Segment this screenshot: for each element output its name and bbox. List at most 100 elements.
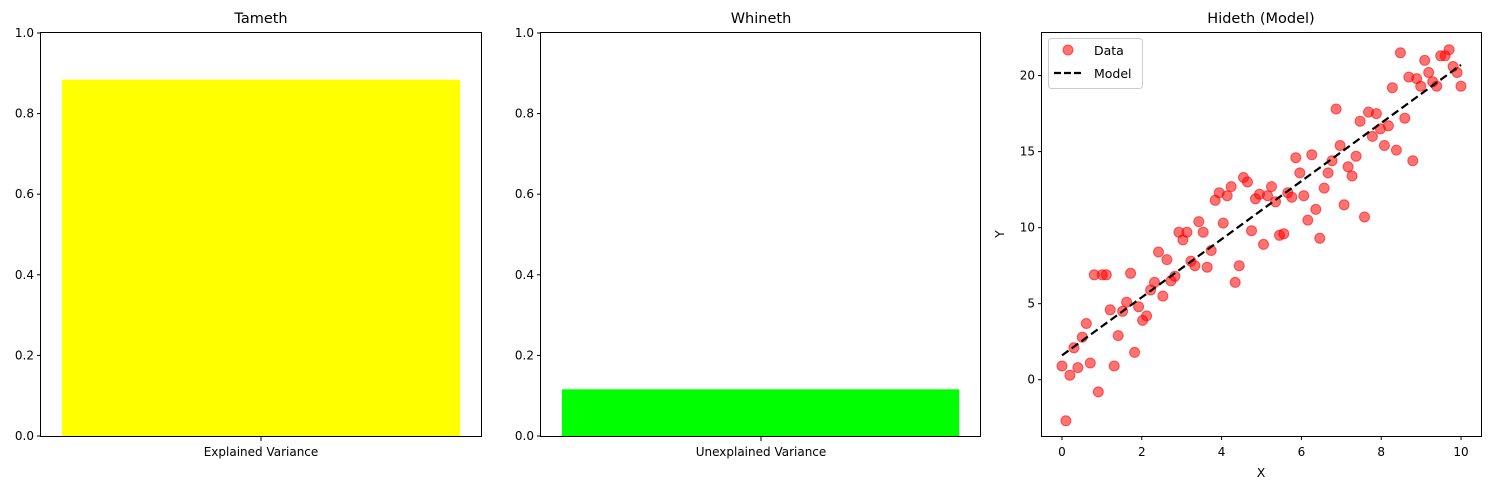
data-point xyxy=(1407,155,1419,167)
y-axis-label: Y xyxy=(992,230,1007,239)
data-point xyxy=(1306,149,1318,161)
legend-marker-data xyxy=(1062,44,1074,56)
x-tick-label: Unexplained Variance xyxy=(696,445,827,459)
data-point xyxy=(1322,167,1334,179)
data-point xyxy=(1242,176,1253,188)
y-tick-label: 0.8 xyxy=(15,107,34,121)
data-point xyxy=(1072,362,1084,374)
data-point xyxy=(1197,226,1209,238)
data-point xyxy=(1370,108,1382,120)
data-point xyxy=(1100,269,1112,281)
y-axis: 0.0 0.2 0.4 0.6 0.8 1.0 xyxy=(15,26,41,443)
y-tick-label: 0.6 xyxy=(15,187,34,201)
y-axis: 0 5 10 15 20 xyxy=(1020,69,1042,387)
data-point xyxy=(1141,310,1153,322)
x-tick-label: 4 xyxy=(1218,445,1226,459)
model-line xyxy=(1061,64,1462,357)
data-point xyxy=(1193,216,1205,228)
data-point xyxy=(1390,144,1402,156)
data-point xyxy=(1330,103,1342,115)
data-point xyxy=(1060,415,1072,427)
data-point xyxy=(1153,246,1164,258)
data-point xyxy=(1314,232,1326,244)
data-point xyxy=(1161,254,1173,266)
legend-label-model: Model xyxy=(1094,66,1132,81)
axes-frame xyxy=(1041,32,1482,437)
data-point xyxy=(1350,150,1362,162)
data-point xyxy=(1104,304,1116,316)
data-point xyxy=(1338,199,1350,211)
data-point xyxy=(1310,203,1322,215)
data-point xyxy=(1157,290,1169,302)
chart-panel-whineth: 0.00.20.40.60.81.0 Unexplained Variance … xyxy=(515,11,981,459)
bar xyxy=(561,389,960,436)
y-axis: 0.0 0.2 0.4 0.6 0.8 1.0 xyxy=(515,26,541,443)
chart-title: Tameth xyxy=(233,11,287,27)
y-tick-label: 0.0 xyxy=(515,429,534,443)
y-tick-label: 0.8 xyxy=(515,107,534,121)
data-point xyxy=(1056,360,1068,372)
x-tick-label: 2 xyxy=(1138,445,1146,459)
data-point xyxy=(1290,152,1302,164)
data-point xyxy=(1286,191,1298,203)
data-point xyxy=(1359,211,1370,223)
data-point xyxy=(1419,54,1431,66)
data-point xyxy=(1415,80,1427,92)
data-point xyxy=(1318,182,1330,194)
data-point xyxy=(1266,181,1277,193)
data-point xyxy=(1181,226,1193,238)
bar xyxy=(61,79,461,436)
axes-frame xyxy=(40,32,482,437)
data-point xyxy=(1201,261,1213,273)
data-point xyxy=(1112,330,1124,342)
data-point xyxy=(1133,301,1145,313)
x-tick-label: 10 xyxy=(1453,445,1468,459)
y-tick-label: 20 xyxy=(1020,69,1035,83)
x-tick-label: 6 xyxy=(1298,445,1306,459)
x-axis: Unexplained Variance xyxy=(696,437,827,459)
data-point xyxy=(1334,140,1346,151)
scatter-plot-area xyxy=(1056,44,1467,427)
data-point xyxy=(1302,214,1314,226)
y-tick-label: 0.0 xyxy=(15,429,34,443)
x-tick-label: 0 xyxy=(1058,445,1066,459)
chart-title: Whineth xyxy=(731,11,792,27)
data-point xyxy=(1221,190,1233,202)
y-tick-label: 0.6 xyxy=(515,187,534,201)
data-point xyxy=(1342,161,1354,173)
y-tick-label: 0.4 xyxy=(515,268,534,282)
legend-label-data: Data xyxy=(1094,43,1124,58)
data-point xyxy=(1262,190,1273,202)
data-point xyxy=(1080,318,1092,329)
x-tick-label: 8 xyxy=(1377,445,1385,459)
data-point xyxy=(1064,369,1076,381)
data-point xyxy=(1108,360,1120,372)
data-point xyxy=(1386,82,1398,94)
y-tick-label: 1.0 xyxy=(15,26,34,40)
chart-title: Hideth (Model) xyxy=(1207,11,1314,27)
bar-plot-area xyxy=(561,389,960,436)
data-point xyxy=(1149,276,1160,288)
data-point xyxy=(1378,140,1390,151)
y-tick-label: 5 xyxy=(1027,297,1035,311)
x-axis: 0 2 4 6 8 10 xyxy=(1058,436,1469,459)
chart-panel-tameth: 0.0 0.2 0.4 0.6 0.8 1.0 Explained Variance Ta… xyxy=(15,11,482,459)
data-point xyxy=(1225,181,1237,193)
y-tick-label: 0 xyxy=(1027,373,1035,387)
data-point xyxy=(1354,115,1366,127)
data-point xyxy=(1229,276,1241,288)
y-tick-label: 10 xyxy=(1020,221,1035,235)
y-tick-label: 15 xyxy=(1020,145,1035,159)
data-point xyxy=(1125,267,1137,279)
data-point xyxy=(1129,346,1141,358)
data-point xyxy=(1121,296,1133,308)
y-tick-label: 0.2 xyxy=(15,348,34,362)
x-axis-label: X xyxy=(1257,465,1266,480)
data-point xyxy=(1455,80,1467,92)
data-point xyxy=(1258,238,1269,250)
data-point xyxy=(1399,112,1411,124)
data-point xyxy=(1294,167,1306,179)
data-point xyxy=(1278,228,1290,240)
bar-plot-area xyxy=(61,79,461,436)
